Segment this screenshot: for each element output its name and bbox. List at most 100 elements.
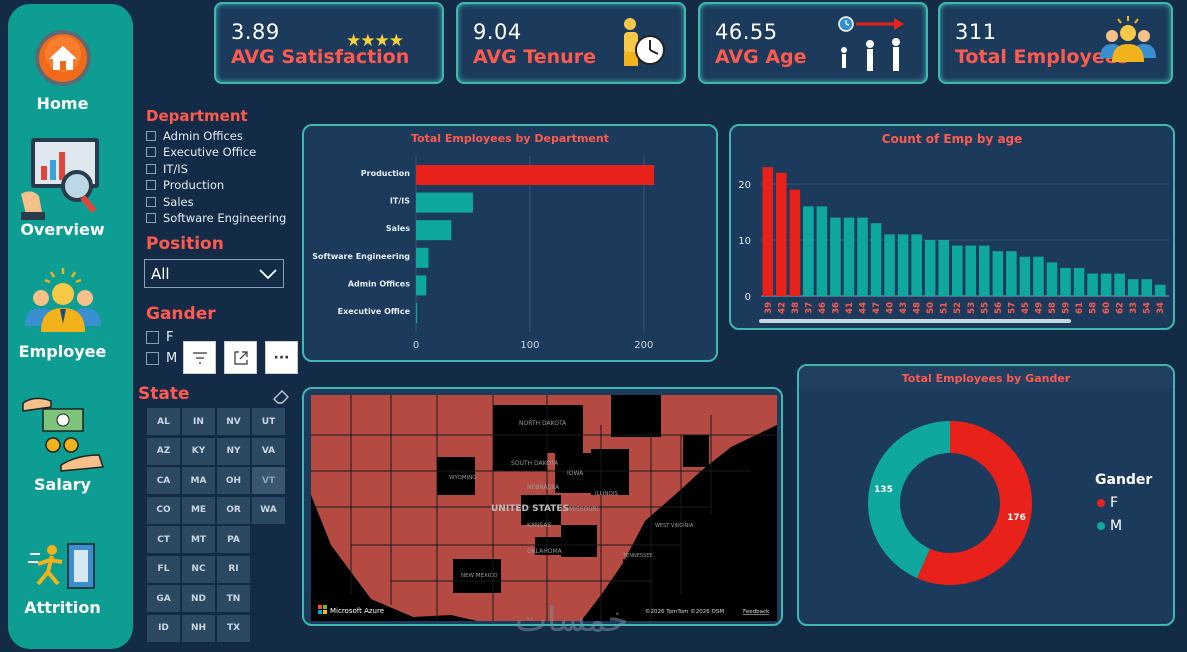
state-tile-wa[interactable]: WA — [252, 496, 285, 524]
x-tick-label: 40 — [886, 302, 896, 314]
map-copyright: ©2026 TomTom ©2026 OSM — [645, 608, 724, 615]
employee-icon — [24, 268, 101, 332]
department-option[interactable]: Production — [146, 178, 224, 192]
state-tile-fl[interactable]: FL — [147, 555, 180, 583]
age-chart-panel: Count of Emp by age 0 10 20 39 42 38 37 46 36 41 4… — [729, 124, 1175, 330]
us-map[interactable]: NORTH DAKOTA SOUTH DAKOTA WYOMING NEBRAS… — [311, 395, 777, 621]
state-tile-co[interactable]: CO — [147, 496, 180, 524]
department-option[interactable]: Sales — [146, 195, 194, 209]
state-tile-ma[interactable]: MA — [182, 467, 215, 494]
state-tile-ca[interactable]: CA — [147, 467, 180, 494]
department-slicer-title: Department — [146, 107, 248, 125]
state-tile-tn[interactable]: TN — [217, 585, 250, 612]
state-tile-tx[interactable]: TX — [217, 614, 250, 642]
bar — [416, 220, 452, 241]
state-tile-me[interactable]: ME — [182, 496, 215, 524]
state-tile-va[interactable]: VA — [252, 437, 285, 465]
tenure-clock-icon — [624, 18, 665, 66]
state-tile-nd[interactable]: ND — [182, 585, 215, 612]
legend-item-m: M — [1097, 518, 1122, 534]
checkbox[interactable] — [146, 213, 156, 223]
attrition-icon — [27, 543, 95, 589]
map-state-label: NORTH DAKOTA — [519, 420, 567, 427]
map-feedback-link[interactable]: Feedback — [743, 609, 770, 615]
focus-mode-button[interactable] — [224, 341, 257, 374]
bar — [416, 165, 655, 185]
kpi-total-employees: 311 Total Employees — [938, 2, 1173, 84]
checkbox[interactable] — [146, 197, 156, 207]
option-label: M — [166, 351, 178, 366]
x-tick-label: 55 — [980, 302, 990, 314]
state-tile-ky[interactable]: KY — [182, 437, 215, 465]
gender-option-m[interactable]: M — [146, 351, 177, 366]
x-tick-label: 44 — [859, 302, 869, 314]
department-option[interactable]: IT/IS — [146, 162, 188, 176]
map-state-label: OKLAHOMA — [527, 548, 563, 555]
department-option[interactable]: Software Engineering — [146, 211, 286, 225]
bar — [762, 167, 774, 296]
x-tick-label: 37 — [804, 302, 814, 314]
map-state-label: NEW MEXICO — [461, 573, 498, 579]
state-tile-nh[interactable]: NH — [182, 614, 215, 642]
bar — [1019, 256, 1031, 296]
gender-option-f[interactable]: F — [146, 330, 173, 345]
nav-employee[interactable]: Employee — [0, 268, 125, 361]
nav-home[interactable]: Home — [0, 28, 125, 113]
state-tile-ny[interactable]: NY — [217, 437, 250, 465]
x-tick-label: 41 — [845, 302, 855, 314]
checkbox[interactable] — [146, 352, 159, 365]
checkbox[interactable] — [146, 147, 156, 157]
nav-salary-label: Salary — [34, 475, 91, 494]
bar — [1046, 262, 1058, 296]
chart-header — [799, 366, 1173, 388]
map-state-label: TENNESSEE — [622, 553, 653, 559]
x-tick-label: 60 — [1102, 302, 1112, 314]
bar — [1073, 268, 1085, 296]
nav-salary[interactable]: Salary — [0, 393, 125, 494]
bar — [1100, 273, 1112, 296]
state-tile-pa[interactable]: PA — [217, 526, 250, 553]
map-state-label: MISSOURI — [569, 506, 599, 513]
checkbox[interactable] — [146, 164, 156, 174]
option-label: Production — [163, 178, 225, 192]
option-label: IT/IS — [163, 162, 188, 176]
state-tile-vt[interactable]: VT — [252, 467, 285, 494]
state-tile-or[interactable]: OR — [217, 496, 250, 524]
state-tile-id[interactable]: ID — [147, 614, 180, 642]
option-label: Admin Offices — [163, 129, 243, 143]
nav-attrition[interactable]: Attrition — [0, 540, 125, 617]
nav-overview[interactable]: Overview — [0, 134, 125, 239]
state-tile-ut[interactable]: UT — [252, 408, 285, 435]
kpi-avg-satisfaction: 3.89 AVG Satisfaction ★★★★ — [214, 2, 444, 84]
filter-button[interactable] — [183, 341, 216, 374]
more-options-button[interactable]: ··· — [265, 341, 298, 374]
gender-donut-chart: 176 135 — [868, 421, 1032, 585]
department-option[interactable]: Admin Offices — [146, 129, 243, 143]
state-tile-nv[interactable]: NV — [217, 408, 250, 435]
bar — [1127, 279, 1139, 296]
legend-label: M — [1110, 518, 1123, 534]
checkbox[interactable] — [146, 180, 156, 190]
state-tile-in[interactable]: IN — [182, 408, 215, 435]
bar — [1141, 279, 1152, 296]
checkbox[interactable] — [146, 131, 156, 141]
department-option[interactable]: Executive Office — [146, 145, 256, 159]
state-tile-al[interactable]: AL — [147, 408, 180, 435]
state-tile-nc[interactable]: NC — [182, 555, 215, 583]
state-tile-ri[interactable]: RI — [217, 555, 250, 583]
bar — [1114, 273, 1125, 296]
map-state-label: KANSAS — [527, 522, 551, 529]
legend-swatch — [1097, 499, 1105, 507]
position-dropdown[interactable]: All — [144, 259, 284, 288]
state-tile-mt[interactable]: MT — [182, 526, 215, 553]
map-state-label: NEBRASKA — [527, 484, 560, 491]
map-country-label: UNITED STATES — [491, 504, 569, 514]
eraser-icon[interactable] — [272, 388, 292, 404]
x-tick-label: 200 — [634, 340, 653, 351]
state-tile-oh[interactable]: OH — [217, 467, 250, 494]
x-tick-label: 38 — [791, 302, 801, 314]
state-tile-az[interactable]: AZ — [147, 437, 180, 465]
checkbox[interactable] — [146, 331, 159, 344]
state-tile-ga[interactable]: GA — [147, 585, 180, 612]
state-tile-ct[interactable]: CT — [147, 526, 180, 553]
